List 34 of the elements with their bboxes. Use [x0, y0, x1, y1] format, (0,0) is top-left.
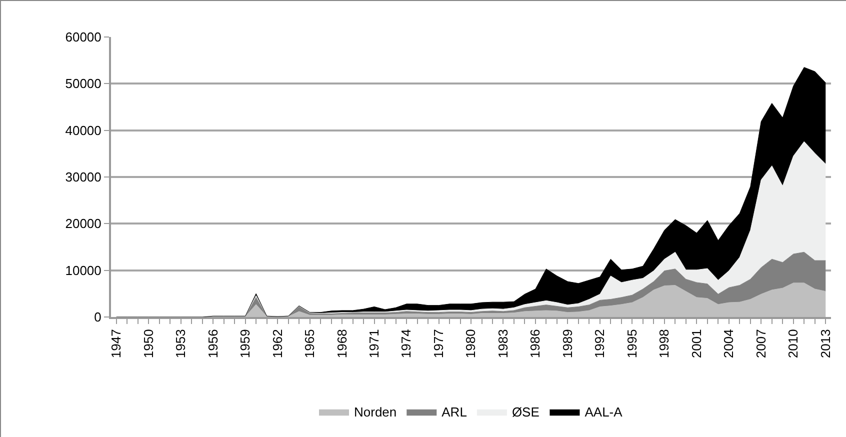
x-tick-label: 1989	[560, 329, 575, 358]
x-tick-label: 1983	[495, 329, 510, 358]
x-tick-label: 1992	[592, 329, 608, 358]
x-tick-label: 1977	[430, 329, 446, 358]
legend-label: AAL-A	[584, 404, 623, 420]
x-tick-label: 1959	[238, 329, 253, 358]
x-tick-label: 1968	[334, 329, 350, 358]
x-tick-label: 1947	[108, 329, 124, 358]
y-tick-label: 10000	[65, 262, 102, 278]
x-tick-label: 1956	[205, 329, 220, 358]
y-tick-label: 30000	[65, 170, 102, 185]
x-tick-label: 2010	[786, 329, 801, 358]
x-tick-label: 2004	[721, 329, 736, 358]
x-tick-label: 1974	[398, 329, 414, 358]
x-tick-label: 1953	[173, 329, 188, 358]
legend-label: Norden	[354, 404, 397, 420]
x-tick-label: 1950	[140, 329, 156, 358]
x-tick-label: 1971	[366, 329, 382, 358]
x-tick-label: 2013	[818, 329, 833, 358]
x-tick-label: 2007	[753, 329, 768, 358]
y-tick-label: 50000	[65, 76, 102, 92]
x-tick-label: 1965	[302, 329, 318, 358]
x-tick-label: 1995	[624, 329, 640, 358]
legend-label: ARL	[442, 404, 467, 420]
y-tick-label: 60000	[65, 30, 102, 45]
y-tick-label: 20000	[65, 216, 102, 232]
y-tick-label: 0	[94, 310, 102, 325]
legend-label: ØSE	[512, 404, 540, 420]
x-tick-label: 1980	[463, 329, 478, 358]
x-tick-label: 1998	[656, 329, 672, 358]
y-tick-label: 40000	[65, 122, 102, 138]
x-tick-label: 1962	[270, 329, 285, 358]
x-tick-label: 2001	[688, 329, 704, 358]
x-tick-label: 1986	[528, 329, 543, 358]
